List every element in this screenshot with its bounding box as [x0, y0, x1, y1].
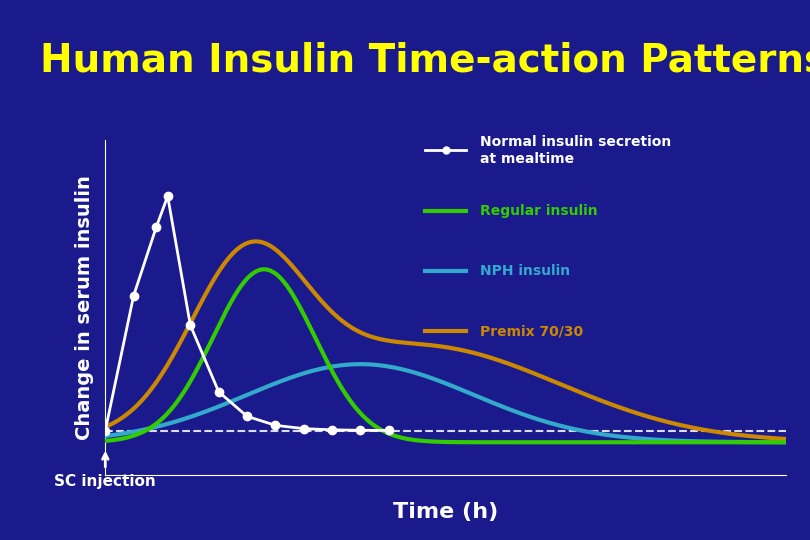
Text: NPH insulin: NPH insulin — [480, 264, 569, 278]
Text: SC injection: SC injection — [54, 474, 156, 489]
Text: Time (h): Time (h) — [393, 502, 498, 522]
Text: Premix 70/30: Premix 70/30 — [480, 324, 582, 338]
Text: Normal insulin secretion
at mealtime: Normal insulin secretion at mealtime — [480, 136, 671, 166]
Text: Human Insulin Time-action Patterns: Human Insulin Time-action Patterns — [40, 42, 810, 79]
Y-axis label: Change in serum insulin: Change in serum insulin — [75, 176, 94, 440]
Text: Regular insulin: Regular insulin — [480, 204, 597, 218]
